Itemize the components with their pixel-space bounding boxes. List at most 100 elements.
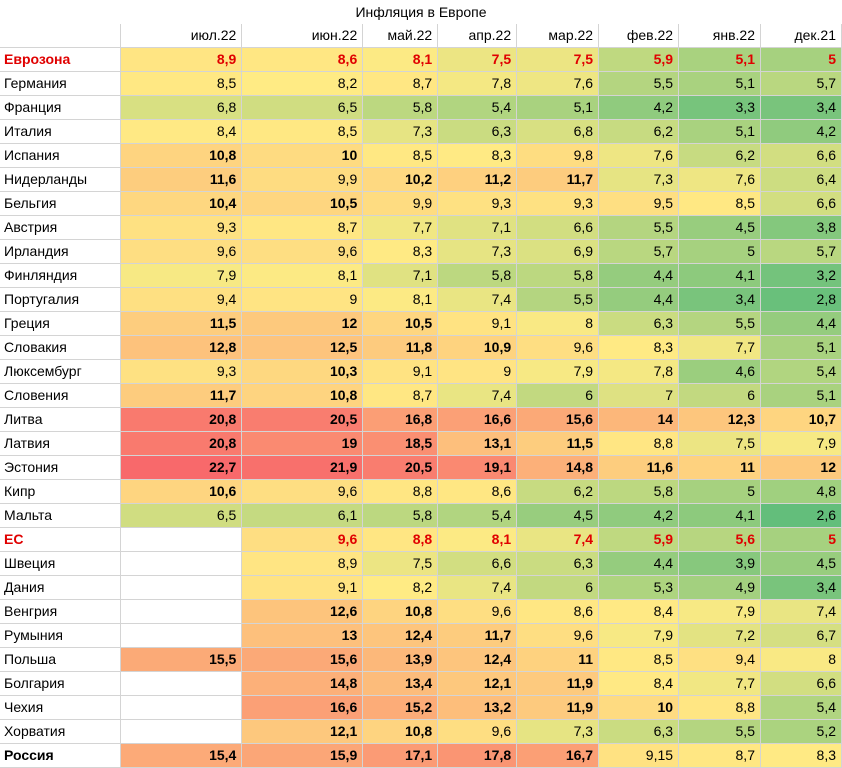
heatmap-cell: 4,5	[760, 551, 842, 576]
heatmap-cell: 10,8	[362, 599, 439, 624]
heatmap-cell: 2,6	[760, 503, 842, 528]
heatmap-cell: 14,8	[241, 671, 364, 696]
heatmap-cell: 8,6	[437, 479, 518, 504]
row-label: Испания	[0, 143, 122, 168]
heatmap-cell: 8,7	[362, 71, 439, 96]
heatmap-cell: 9,3	[516, 191, 600, 216]
heatmap-cell: 7,4	[437, 383, 518, 408]
heatmap-cell: 5,6	[678, 527, 761, 552]
row-label: Франция	[0, 95, 122, 120]
row-label: Еврозона	[0, 47, 122, 72]
heatmap-cell: 8,3	[362, 239, 439, 264]
heatmap-cell: 8,5	[241, 119, 364, 144]
heatmap-cell: 8,9	[120, 47, 243, 72]
heatmap-cell: 5,1	[516, 95, 600, 120]
heatmap-cell: 6	[516, 575, 600, 600]
heatmap-cell: 12,8	[120, 335, 243, 360]
heatmap-cell: 8,5	[678, 191, 761, 216]
table-row: Финляндия 7,9 8,1 7,1 5,8 5,8 4,4 4,1 3,2	[0, 263, 842, 288]
heatmap-cell: 5,4	[760, 695, 842, 720]
heatmap-cell: 5	[678, 239, 761, 264]
heatmap-cell: 9,3	[120, 359, 243, 384]
heatmap-cell: 4,4	[598, 287, 680, 312]
heatmap-cell	[120, 599, 243, 624]
heatmap-cell: 11,5	[120, 311, 243, 336]
heatmap-cell: 7,9	[678, 599, 761, 624]
column-header: июн.22	[241, 24, 364, 48]
table-row: Чехия 16,6 15,2 13,2 11,9 10 8,8 5,4	[0, 695, 842, 720]
heatmap-cell: 4,2	[598, 95, 680, 120]
heatmap-cell: 7,9	[760, 431, 842, 456]
heatmap-cell: 7,1	[362, 263, 439, 288]
row-label: Люксембург	[0, 359, 122, 384]
heatmap-cell: 4,2	[760, 119, 842, 144]
heatmap-cell: 7,8	[598, 359, 680, 384]
row-label: Венгрия	[0, 599, 122, 624]
table-row: Еврозона 8,9 8,6 8,1 7,5 7,5 5,9 5,1 5	[0, 47, 842, 72]
heatmap-cell: 5,5	[678, 311, 761, 336]
heatmap-cell: 8,8	[362, 479, 439, 504]
heatmap-cell: 9	[437, 359, 518, 384]
heatmap-cell: 16,6	[437, 407, 518, 432]
heatmap-cell: 8,7	[241, 215, 364, 240]
heatmap-cell: 9,6	[120, 239, 243, 264]
heatmap-cell: 11,7	[120, 383, 243, 408]
heatmap-cell: 8,8	[678, 695, 761, 720]
heatmap-cell: 5,8	[362, 503, 439, 528]
heatmap-cell: 11	[678, 455, 761, 480]
table-row: Румыния 13 12,4 11,7 9,6 7,9 7,2 6,7	[0, 623, 842, 648]
heatmap-cell: 9,8	[516, 143, 600, 168]
heatmap-cell: 8,6	[241, 47, 364, 72]
heatmap-cell: 4,4	[760, 311, 842, 336]
heatmap-cell: 6,6	[760, 671, 842, 696]
heatmap-cell: 19,1	[437, 455, 518, 480]
heatmap-cell: 13,9	[362, 647, 439, 672]
heatmap-cell: 9,6	[241, 527, 364, 552]
heatmap-cell: 11,5	[516, 431, 600, 456]
heatmap-cell: 15,5	[120, 647, 243, 672]
heatmap-cell: 8,3	[437, 143, 518, 168]
heatmap-cell: 9,6	[241, 479, 364, 504]
table-row: Польша 15,5 15,6 13,9 12,4 11 8,5 9,4 8	[0, 647, 842, 672]
heatmap-cell: 12	[241, 311, 364, 336]
column-header: фев.22	[598, 24, 680, 48]
heatmap-cell: 8,1	[241, 263, 364, 288]
heatmap-cell: 12,5	[241, 335, 364, 360]
heatmap-cell: 21,9	[241, 455, 364, 480]
heatmap-cell: 20,5	[362, 455, 439, 480]
heatmap-cell: 9,4	[120, 287, 243, 312]
row-label: Нидерланды	[0, 167, 122, 192]
table-row: Люксембург 9,3 10,3 9,1 9 7,9 7,8 4,6 5,4	[0, 359, 842, 384]
heatmap-cell: 8,2	[241, 71, 364, 96]
row-label: Швеция	[0, 551, 122, 576]
heatmap-cell: 10,9	[437, 335, 518, 360]
heatmap-cell: 7,9	[598, 623, 680, 648]
heatmap-cell: 6,6	[760, 143, 842, 168]
column-header: мар.22	[516, 24, 600, 48]
heatmap-cell: 3,3	[678, 95, 761, 120]
row-label: Финляндия	[0, 263, 122, 288]
heatmap-cell: 9,4	[678, 647, 761, 672]
heatmap-cell: 4,8	[760, 479, 842, 504]
heatmap-cell: 7,3	[362, 119, 439, 144]
table-row: Мальта 6,5 6,1 5,8 5,4 4,5 4,2 4,1 2,6	[0, 503, 842, 528]
heatmap-cell: 7,4	[437, 287, 518, 312]
heatmap-cell: 5,1	[678, 71, 761, 96]
heatmap-cell: 3,4	[678, 287, 761, 312]
heatmap-cell: 7,4	[437, 575, 518, 600]
heatmap-cell: 9,6	[437, 599, 518, 624]
heatmap-cell	[120, 551, 243, 576]
heatmap-cell: 7,6	[678, 167, 761, 192]
heatmap-cell: 11,9	[516, 671, 600, 696]
heatmap-cell: 6,3	[598, 719, 680, 744]
row-label: Болгария	[0, 671, 122, 696]
heatmap-cell: 13	[241, 623, 364, 648]
heatmap-cell: 6,8	[516, 119, 600, 144]
heatmap-cell: 3,9	[678, 551, 761, 576]
heatmap-cell: 6,6	[516, 215, 600, 240]
heatmap-cell: 6,1	[241, 503, 364, 528]
heatmap-cell: 6,5	[241, 95, 364, 120]
row-label: Мальта	[0, 503, 122, 528]
heatmap-cell: 11,6	[120, 167, 243, 192]
